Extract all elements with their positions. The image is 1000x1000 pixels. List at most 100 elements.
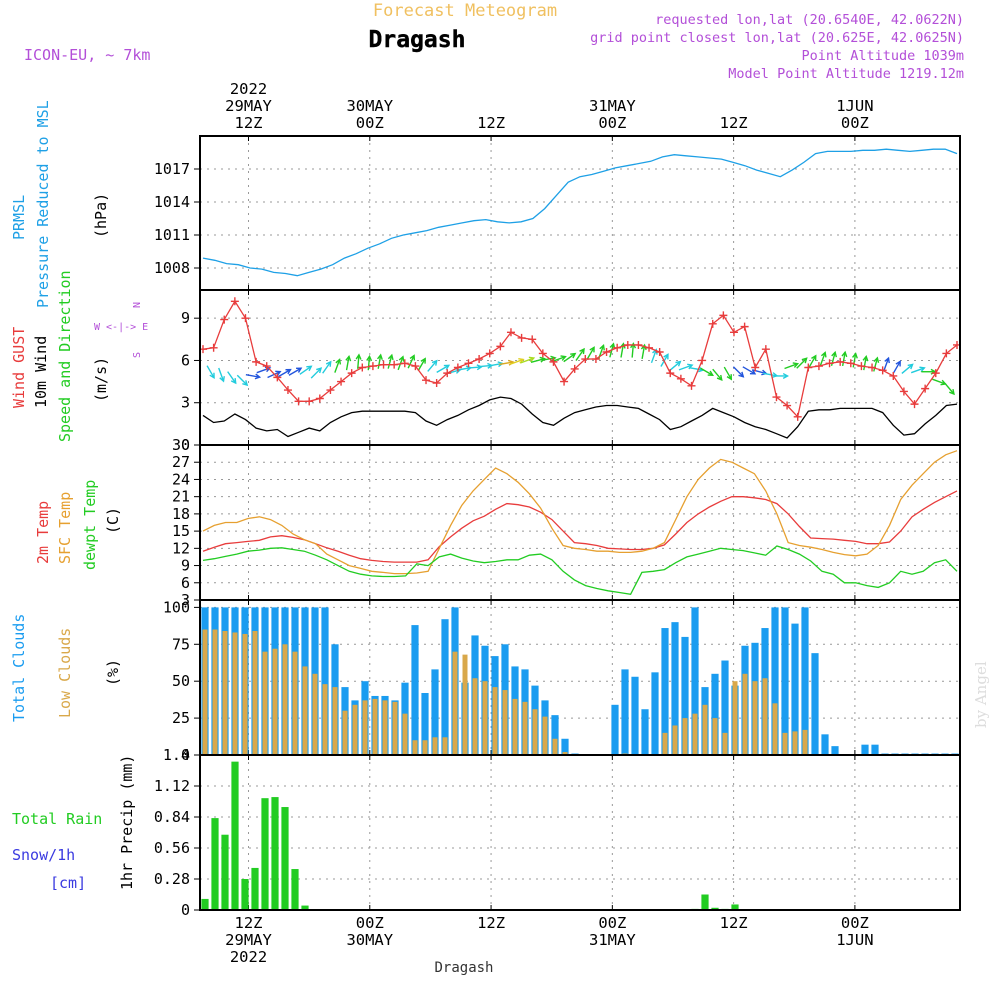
gust-marker: [453, 363, 462, 372]
y-tick-label: 50: [172, 672, 190, 690]
clouds-bar-primary: [421, 693, 429, 755]
clouds-bar-secondary: [692, 713, 698, 755]
temperature-line-dewpt-temp: [202, 545, 958, 596]
arrow-head: [285, 368, 292, 375]
wind-unit: (m/s): [92, 357, 110, 402]
point-altitude: Point Altitude 1039m: [801, 48, 964, 64]
y-tick-label: 9: [181, 309, 190, 327]
time-label: 12Z: [235, 114, 263, 132]
panel-frame: [199, 289, 961, 446]
y-tick-label: 30: [172, 436, 190, 454]
wind-direction-arrow: [669, 360, 682, 372]
time-label: 12Z: [720, 914, 748, 932]
gust-marker: [443, 369, 452, 378]
wind-direction-arrow: [944, 382, 955, 396]
wind-direction-arrow: [932, 378, 947, 386]
clouds-bar-secondary: [782, 732, 788, 755]
clouds-bar-primary: [871, 744, 879, 755]
precip-bar-primary: [711, 907, 719, 910]
clouds-bar-secondary: [742, 673, 748, 755]
gust-marker: [475, 355, 484, 364]
gust-marker: [857, 362, 866, 371]
wind-direction-arrow: [700, 367, 714, 376]
gust-marker: [878, 366, 887, 375]
gust-marker: [400, 359, 409, 368]
clouds-bar-primary: [691, 607, 699, 755]
arrow-head: [325, 360, 332, 367]
arrow-head: [851, 352, 858, 359]
panel-clouds: 0 25 50 75 100: [163, 598, 961, 764]
temperature-line-sfc-temp: [202, 450, 958, 575]
wind-label: 10m Wind: [32, 336, 50, 408]
wind-side-labels: Wind GUST 10m Wind Speed and Direction (…: [10, 270, 148, 442]
gust-marker: [921, 384, 930, 393]
clouds-bar-secondary: [362, 700, 368, 755]
arrow-shaft: [299, 365, 312, 375]
gust-marker: [793, 412, 802, 421]
gust-marker: [740, 322, 749, 331]
arrow-shaft: [256, 367, 271, 374]
temp-unit: (C): [104, 507, 122, 534]
wind-direction-arrow: [883, 356, 890, 372]
wind-direction-arrow: [796, 357, 808, 369]
arrow-head: [219, 376, 225, 383]
arrow-shaft: [278, 369, 291, 378]
arrow-head: [570, 352, 577, 359]
watermark: by Angel: [972, 661, 990, 728]
time-label: 31MAY: [589, 931, 636, 949]
clouds-bar-primary: [791, 623, 799, 755]
y-tick-label: 6: [181, 351, 190, 369]
requested-coords: requested lon,lat (20.6540E, 42.0622N): [655, 12, 964, 28]
snow-unit-label: [cm]: [50, 874, 86, 892]
precip-bar-primary: [251, 867, 259, 910]
gust-marker: [825, 359, 834, 368]
arrow-shaft: [883, 357, 890, 372]
precip-bar-primary: [271, 797, 279, 910]
clouds-bar-secondary: [772, 703, 778, 755]
time-label: 12Z: [477, 914, 505, 932]
arrow-shaft: [357, 354, 360, 369]
wind-direction-arrow: [851, 352, 858, 368]
clouds-bar-primary: [631, 676, 639, 755]
arrow-shaft: [206, 365, 215, 379]
gust-marker: [655, 348, 664, 356]
wind-direction-arrow: [678, 363, 694, 371]
arrow-head: [296, 367, 303, 373]
gust-marker: [241, 314, 250, 323]
gust-marker: [772, 393, 781, 402]
panel-precip: 0 0.28 0.56 0.84 1.12 1.4: [154, 746, 961, 919]
precip-bar-primary: [731, 904, 739, 910]
y-tick-label: 0: [181, 901, 190, 919]
clouds-bar-secondary: [262, 651, 268, 755]
gust-marker: [581, 355, 590, 364]
y-tick-label: 24: [172, 470, 190, 488]
compass-north: N: [132, 302, 143, 308]
arrow-shaft: [873, 357, 879, 372]
panel-frame: [199, 754, 961, 911]
clouds-bar-secondary: [662, 732, 668, 755]
wind-direction-arrow: [218, 367, 225, 383]
wind-direction-arrow: [245, 373, 262, 380]
arrow-shaft: [742, 366, 756, 375]
footer-location: Dragash: [434, 960, 493, 976]
clouds-bar-secondary: [222, 631, 228, 755]
gust-marker: [846, 359, 855, 368]
y-tick-label: 21: [172, 488, 190, 506]
arrow-head: [230, 378, 237, 385]
y-tick-label: 1011: [154, 226, 190, 244]
arrow-head: [609, 342, 616, 349]
arrow-head: [831, 350, 838, 358]
arrow-shaft: [732, 366, 744, 378]
clouds-bar-primary: [781, 607, 789, 755]
wind-direction-arrow: [773, 372, 790, 379]
clouds-bar-secondary: [752, 681, 758, 755]
gust-marker: [315, 394, 324, 403]
precip-bar-primary: [301, 905, 309, 910]
precip-unit: 1hr Precip (mm): [118, 755, 136, 890]
arrow-shaft: [417, 358, 426, 372]
clouds-bar-secondary: [462, 654, 468, 755]
wind-direction-arrow: [901, 363, 914, 374]
gust-marker: [751, 363, 760, 372]
arrow-head: [345, 354, 352, 362]
arrow-head: [560, 355, 567, 361]
